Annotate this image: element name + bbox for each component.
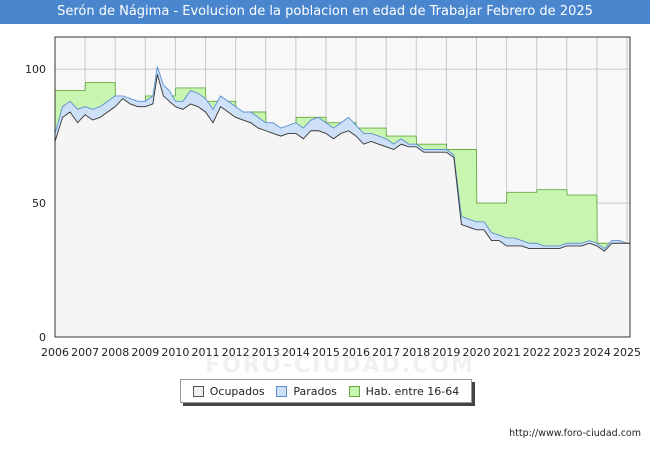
legend-item-hab: Hab. entre 16-64 [348, 384, 460, 398]
x-tick-label-2007: 2007 [71, 346, 99, 359]
x-tick-label-2018: 2018 [402, 346, 430, 359]
series-areas [54, 66, 630, 338]
legend: Ocupados Parados Hab. entre 16-64 [180, 379, 472, 403]
y-tick-label-100: 100 [25, 63, 46, 76]
x-tick-label-2022: 2022 [523, 346, 551, 359]
x-tick-label-2011: 2011 [192, 346, 220, 359]
legend-item-parados: Parados [276, 385, 337, 398]
legend-swatch-ocupados [192, 385, 204, 397]
x-tick-label-2025: 2025 [613, 346, 641, 359]
x-tick-label-2008: 2008 [101, 346, 129, 359]
series-line-1 [54, 66, 630, 250]
plot-frame [54, 36, 631, 338]
x-tick-label-2010: 2010 [161, 346, 189, 359]
x-tick-label-2021: 2021 [493, 346, 521, 359]
legend-item-ocupados: Ocupados [192, 384, 265, 398]
y-axis-ticks: 0 50 100 [25, 63, 46, 344]
legend-label-hab: Hab. entre 16-64 [365, 384, 460, 398]
series-area-0 [55, 74, 630, 337]
y-tick-label-50: 50 [32, 197, 46, 210]
x-tick-label-2015: 2015 [312, 346, 340, 359]
x-tick-label-2019: 2019 [432, 346, 460, 359]
chart-title: Serón de Nágima - Evolucion de la poblac… [0, 0, 650, 24]
legend-swatch-parados [276, 385, 288, 397]
x-tick-label-2016: 2016 [342, 346, 370, 359]
x-tick-label-2006: 2006 [41, 346, 69, 359]
series-line-0 [54, 74, 630, 252]
watermark-text: FORO-CIUDAD.COM [205, 353, 475, 378]
x-tick-label-2009: 2009 [131, 346, 159, 359]
source-url[interactable]: http://www.foro-ciudad.com [509, 428, 641, 439]
x-tick-label-2017: 2017 [372, 346, 400, 359]
x-tick-label-2023: 2023 [553, 346, 581, 359]
legend-label-parados: Parados [293, 384, 337, 398]
x-tick-label-2020: 2020 [462, 346, 490, 359]
legend-label-ocupados: Ocupados [209, 384, 265, 398]
x-tick-label-2012: 2012 [222, 346, 250, 359]
x-tick-label-2013: 2013 [252, 346, 280, 359]
x-tick-label-2024: 2024 [583, 346, 611, 359]
legend-swatch-hab [348, 385, 360, 397]
x-axis-ticks: 2006 2007 2008 2009 2010 2011 2012 2013 2014 2015… [41, 346, 641, 359]
x-tick-label-2014: 2014 [282, 346, 310, 359]
y-tick-label-0: 0 [39, 331, 46, 344]
